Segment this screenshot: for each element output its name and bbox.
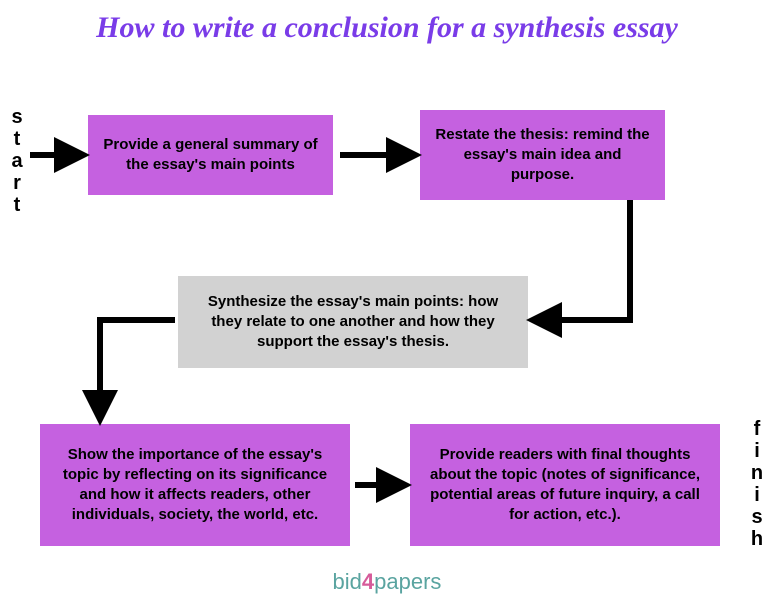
flow-arrows	[0, 0, 774, 603]
footer-pre: bid	[333, 569, 362, 594]
footer-logo: bid4papers	[0, 569, 774, 595]
footer-post: papers	[374, 569, 441, 594]
footer-mid: 4	[362, 569, 374, 594]
